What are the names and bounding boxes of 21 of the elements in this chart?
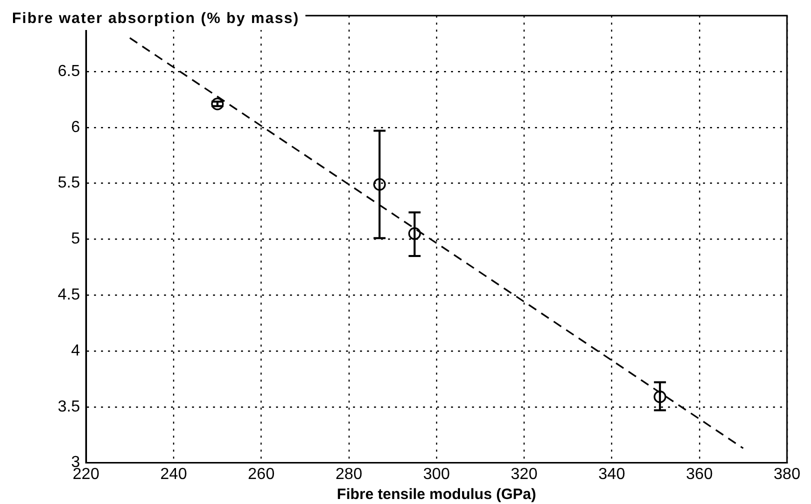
x-tick-label: 360 (686, 466, 713, 483)
y-tick-label: 5.5 (58, 174, 80, 192)
y-tick-label: 6 (71, 118, 80, 136)
x-tick-label: 240 (160, 466, 188, 483)
x-tick-label: 260 (248, 466, 275, 483)
y-axis-title: Fibre water absorption (% by mass) (12, 10, 300, 28)
y-tick-label: 3.5 (58, 398, 80, 416)
point (373, 178, 386, 191)
x-tick-label: 320 (510, 466, 538, 483)
x-axis-title: Fibre tensile modulus (GPa) (336, 486, 536, 504)
x-tick-label: 340 (598, 466, 626, 483)
y-tick-label: 6.5 (58, 62, 80, 80)
point (408, 227, 421, 240)
y-tick-label: 4 (71, 342, 80, 360)
point (654, 390, 666, 404)
y-tick-label: 5 (71, 230, 80, 248)
y-tick-label: 4.5 (58, 286, 80, 304)
x-tick-label: 380 (774, 466, 800, 483)
x-tick-label: 300 (423, 466, 450, 483)
point (211, 98, 224, 110)
x-tick-label: 280 (336, 466, 362, 483)
